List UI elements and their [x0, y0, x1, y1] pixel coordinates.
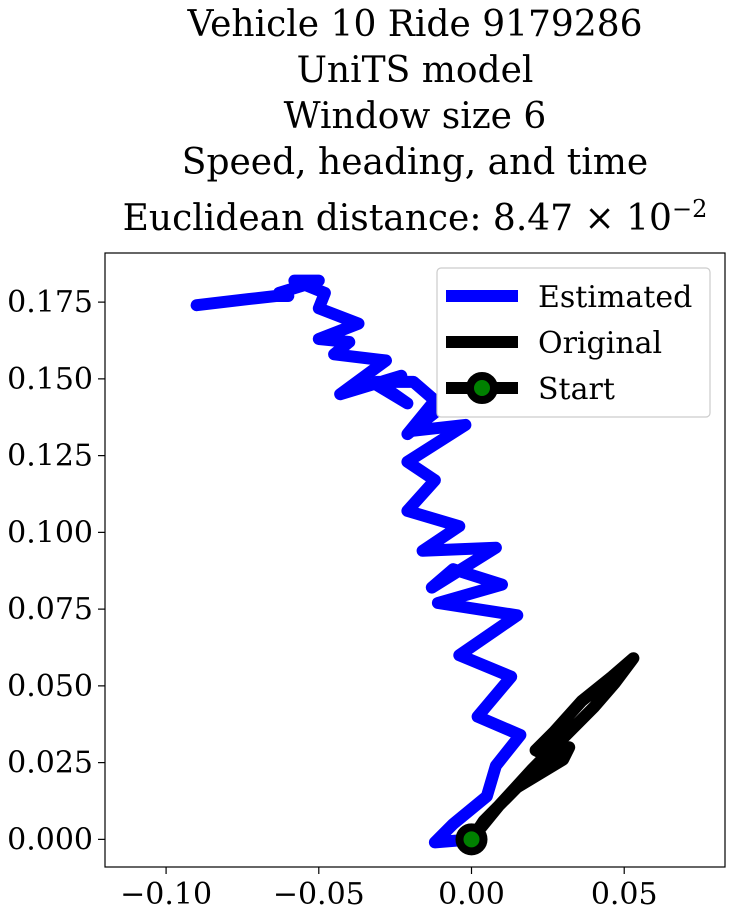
x-tick-label: 0.00: [438, 877, 505, 912]
series-line-original: [465, 652, 640, 846]
y-tick-label: 0.000: [7, 822, 93, 857]
y-tick-label: 0.075: [7, 592, 93, 627]
distance-exponent: −2: [671, 195, 708, 223]
x-tick-label: −0.10: [120, 877, 212, 912]
y-axis-ticks: 0.000 0.025 0.050 0.075 0.100 0.125 0.150 0.175: [7, 285, 105, 857]
start-marker: [455, 823, 488, 856]
y-tick-label: 0.025: [7, 746, 93, 781]
x-tick-label: −0.05: [273, 877, 365, 912]
x-tick-label: 0.05: [591, 877, 658, 912]
y-tick-label: 0.100: [7, 515, 93, 550]
series-line-estimated: [190, 274, 527, 849]
title-line-1: Vehicle 10 Ride 9179286: [187, 4, 643, 45]
title-line-2: UniTS model: [296, 50, 534, 91]
y-tick-label: 0.050: [7, 669, 93, 704]
y-tick-label: 0.125: [7, 439, 93, 474]
legend-label-estimated: Estimated: [538, 280, 692, 315]
legend-start-marker: [466, 372, 498, 404]
distance-label: Euclidean distance: 8.47: [122, 198, 574, 239]
legend-label-start: Start: [538, 372, 615, 407]
legend-label-original: Original: [538, 326, 662, 361]
legend: Estimated Original Start: [436, 267, 711, 418]
title-line-5: Euclidean distance: 8.47 × 10−2: [0, 186, 733, 242]
legend-box: [436, 267, 711, 418]
axes-frame: [104, 252, 726, 868]
chart-title: Vehicle 10 Ride 9179286 UniTS model Wind…: [0, 2, 733, 242]
series-layer: [190, 274, 640, 856]
y-tick-label: 0.150: [7, 362, 93, 397]
y-tick-label: 0.175: [7, 285, 93, 320]
title-line-4: Speed, heading, and time: [181, 142, 649, 183]
x-axis-ticks: −0.10 −0.05 0.00 0.05: [120, 867, 658, 912]
distance-exp-base: × 10: [584, 198, 672, 239]
title-line-3: Window size 6: [283, 96, 547, 137]
